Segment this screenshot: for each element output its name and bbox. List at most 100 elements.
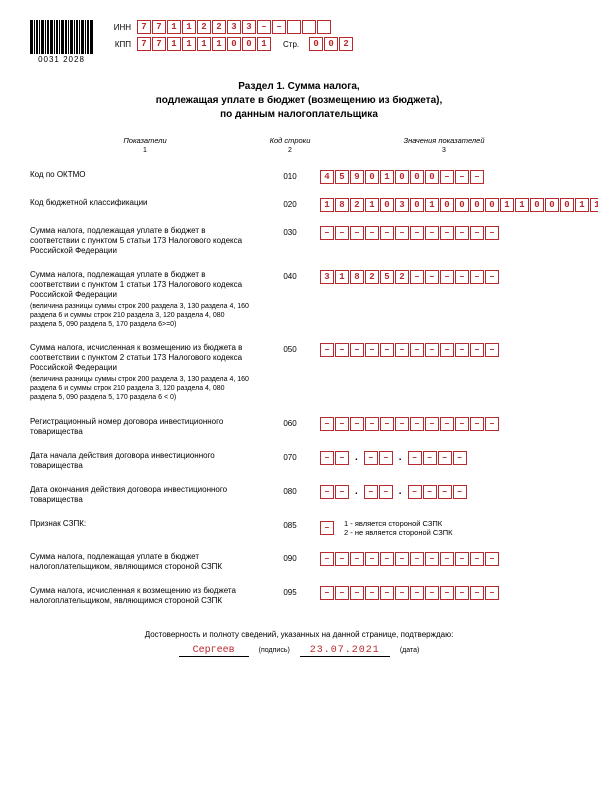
- cell: –: [423, 485, 437, 499]
- cell: –: [380, 226, 394, 240]
- cell: 0: [425, 170, 439, 184]
- cell: –: [365, 343, 379, 357]
- cell: –: [455, 552, 469, 566]
- footer: Достоверность и полноту сведений, указан…: [30, 630, 568, 657]
- row-label: Признак СЗПК:: [30, 519, 260, 529]
- cell: –: [485, 417, 499, 431]
- title-line-1: Раздел 1. Сумма налога,: [30, 80, 568, 94]
- date-month: ––: [364, 485, 393, 499]
- cell: 3: [227, 20, 241, 34]
- cell: –: [335, 226, 349, 240]
- cell: –: [395, 552, 409, 566]
- date-day: ––: [320, 485, 349, 499]
- date-dot: .: [353, 452, 360, 463]
- inn-label: ИНН: [105, 23, 131, 32]
- cell: 1: [212, 37, 226, 51]
- cell: –: [380, 586, 394, 600]
- cell: 0: [560, 198, 574, 212]
- row-cells: ––––––––––––: [320, 343, 499, 357]
- cell: –: [440, 417, 454, 431]
- title-line-2: подлежащая уплате в бюджет (возмещению и…: [30, 94, 568, 108]
- cell: –: [320, 226, 334, 240]
- col-num-1: 1: [30, 147, 260, 154]
- cell: –: [410, 552, 424, 566]
- cell: –: [425, 552, 439, 566]
- row-code: 040: [260, 270, 320, 281]
- page-label: Стр.: [283, 40, 299, 49]
- row-cells: 318252––––––: [320, 270, 499, 284]
- cell: –: [438, 451, 452, 465]
- row-cells: ––––––––––––: [320, 417, 499, 431]
- row-label: Сумма налога, исчисленная к возмещению и…: [30, 343, 260, 402]
- cell: –: [438, 485, 452, 499]
- cell: –: [380, 417, 394, 431]
- date-dot: .: [397, 486, 404, 497]
- row-060: Регистрационный номер договора инвестици…: [30, 417, 568, 437]
- cell: 1: [365, 198, 379, 212]
- row-label: Дата начала действия договора инвестицио…: [30, 451, 260, 471]
- cell: –: [395, 343, 409, 357]
- cell: 7: [152, 20, 166, 34]
- row-label-text: Сумма налога, исчисленная к возмещению и…: [30, 343, 242, 372]
- cell: –: [379, 485, 393, 499]
- cell: 1: [197, 37, 211, 51]
- cell: 0: [530, 198, 544, 212]
- cell: –: [470, 226, 484, 240]
- date-year: ––––: [408, 485, 467, 499]
- cell: –: [455, 343, 469, 357]
- row-code: 095: [260, 586, 320, 597]
- footer-date: 23.07.2021: [300, 645, 390, 657]
- row-label: Сумма налога, исчисленная к возмещению и…: [30, 586, 260, 606]
- cell: 8: [350, 270, 364, 284]
- cell: –: [395, 586, 409, 600]
- row-label: Сумма налога, подлежащая уплате в бюджет…: [30, 270, 260, 329]
- legend-2: 2 - не является стороной СЗПК: [344, 528, 453, 538]
- barcode: 0031 2028: [30, 20, 93, 64]
- cell: 3: [395, 198, 409, 212]
- cell: 0: [545, 198, 559, 212]
- row-code: 010: [260, 170, 320, 181]
- cell: 1: [182, 20, 196, 34]
- date-day: ––: [320, 451, 349, 465]
- row-020: Код бюджетной классификации 020 18210301…: [30, 198, 568, 212]
- col-head-1: Показатели: [30, 136, 260, 145]
- date-dot: .: [397, 452, 404, 463]
- cell: 2: [339, 37, 353, 51]
- row-label: Регистрационный номер договора инвестици…: [30, 417, 260, 437]
- cell: –: [453, 485, 467, 499]
- cell: –: [365, 417, 379, 431]
- cell: 1: [590, 198, 598, 212]
- cell: –: [485, 270, 499, 284]
- cell: –: [440, 552, 454, 566]
- row-label: Код бюджетной классификации: [30, 198, 260, 208]
- cell: –: [320, 552, 334, 566]
- cell: –: [485, 343, 499, 357]
- cell: –: [485, 586, 499, 600]
- column-headers: Показатели Код строки Значения показател…: [30, 136, 568, 145]
- cell: 2: [197, 20, 211, 34]
- row-cells: 18210301000011000110: [320, 198, 598, 212]
- cell: –: [455, 586, 469, 600]
- row-085: Признак СЗПК: 085 – 1 - является стороно…: [30, 519, 568, 539]
- cell: –: [364, 485, 378, 499]
- row-050: Сумма налога, исчисленная к возмещению и…: [30, 343, 568, 402]
- cell: 5: [335, 170, 349, 184]
- col-head-2: Код строки: [260, 136, 320, 145]
- row-030: Сумма налога, подлежащая уплате в бюджет…: [30, 226, 568, 256]
- cell: 0: [365, 170, 379, 184]
- cell: 1: [425, 198, 439, 212]
- cell: 0: [227, 37, 241, 51]
- cell: 1: [575, 198, 589, 212]
- cell: –: [320, 485, 334, 499]
- row-cells: ––––––––––––: [320, 552, 499, 566]
- cell: [287, 20, 301, 34]
- cell: 7: [137, 20, 151, 34]
- cell: 0: [410, 198, 424, 212]
- cell: –: [335, 485, 349, 499]
- cell: –: [470, 417, 484, 431]
- cell: –: [350, 343, 364, 357]
- cell: 0: [380, 198, 394, 212]
- cell: 0: [455, 198, 469, 212]
- cell: –: [320, 451, 334, 465]
- cell: 0: [242, 37, 256, 51]
